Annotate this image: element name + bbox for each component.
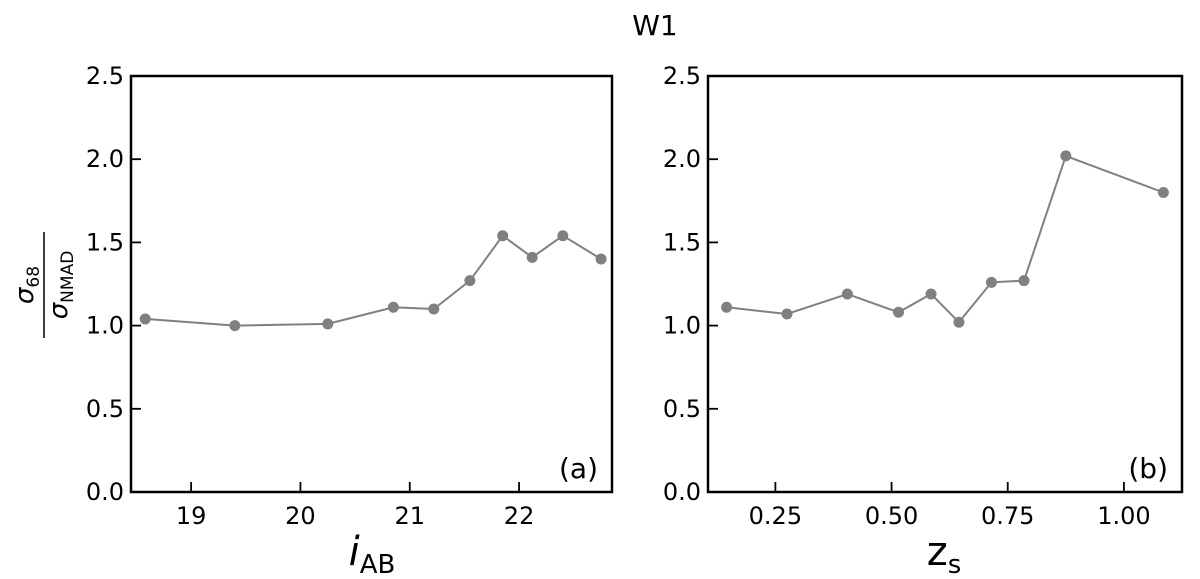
- data-point-b-8: [1060, 150, 1072, 162]
- y-axis-label: σ68 σNMAD: [10, 232, 78, 338]
- x-axis-label-b: zs: [927, 529, 962, 579]
- x-axis-label-a: iAB: [349, 529, 396, 579]
- svg-text:σ68: σ68: [10, 266, 44, 304]
- svg-text:σNMAD: σNMAD: [44, 251, 78, 320]
- x-tick-label-b-3: 1.00: [1097, 502, 1150, 530]
- y-tick-label-a-0: 0.0: [86, 478, 124, 506]
- data-point-b-0: [721, 301, 733, 313]
- panel-label-a: (a): [559, 452, 598, 485]
- x-label-b-sub: s: [948, 550, 962, 579]
- x-tick-label-a-2: 21: [394, 502, 425, 530]
- data-point-a-0: [139, 313, 151, 325]
- y-tick-label-a-5: 2.5: [86, 62, 124, 90]
- data-point-b-4: [925, 288, 937, 300]
- x-tick-label-b-2: 0.75: [981, 502, 1034, 530]
- y-tick-label-a-1: 0.5: [86, 395, 124, 423]
- data-point-a-6: [497, 230, 509, 242]
- x-tick-label-b-0: 0.25: [749, 502, 802, 530]
- data-point-b-6: [985, 276, 997, 288]
- data-point-b-1: [781, 308, 793, 320]
- figure-title: W1: [632, 9, 678, 42]
- series-line-b: [726, 154, 1164, 324]
- data-point-b-9: [1157, 186, 1169, 198]
- data-point-b-3: [893, 306, 905, 318]
- y-tick-label-b-0: 0.0: [663, 478, 701, 506]
- x-tick-label-a-3: 22: [504, 502, 535, 530]
- y-label-numerator: σ: [10, 286, 40, 304]
- data-point-b-7: [1018, 275, 1030, 287]
- panel-a: 0.0 0.5 1.0 1.5 2.0 2.5 19 20 21 22 (a): [86, 62, 614, 530]
- panel-b: 0.0 0.5 1.0 1.5 2.0 2.5 0.25 0.50 0.75 1.00 (b): [663, 62, 1184, 530]
- x-tick-label-a-0: 19: [176, 502, 207, 530]
- data-point-a-4: [428, 303, 440, 315]
- y-label-denominator: σ: [44, 301, 74, 319]
- data-point-a-5: [464, 275, 476, 287]
- y-tick-label-a-2: 1.0: [86, 312, 124, 340]
- data-point-a-1: [229, 320, 241, 332]
- y-tick-label-b-3: 1.5: [663, 228, 701, 256]
- y-tick-label-b-2: 1.0: [663, 312, 701, 340]
- x-label-a-main: i: [349, 529, 360, 575]
- y-tick-label-b-4: 2.0: [663, 145, 701, 173]
- x-label-b-main: z: [927, 529, 948, 575]
- axes-frame-b: [706, 74, 1184, 494]
- x-label-a-sub: AB: [360, 550, 396, 579]
- data-point-a-3: [387, 301, 399, 313]
- panel-label-b: (b): [1128, 452, 1168, 485]
- series-line-a: [145, 234, 602, 327]
- y-tick-label-b-1: 0.5: [663, 395, 701, 423]
- y-tick-label-b-5: 2.5: [663, 62, 701, 90]
- y-tick-label-a-4: 2.0: [86, 145, 124, 173]
- x-tick-label-b-1: 0.50: [865, 502, 918, 530]
- data-point-a-2: [322, 318, 334, 330]
- data-point-b-2: [841, 288, 853, 300]
- y-label-denominator-sub: NMAD: [58, 251, 78, 303]
- x-tick-label-a-1: 20: [285, 502, 316, 530]
- data-point-a-7: [526, 251, 538, 263]
- data-point-b-5: [953, 316, 965, 328]
- y-tick-label-a-3: 1.5: [86, 228, 124, 256]
- y-label-numerator-sub: 68: [24, 266, 44, 288]
- data-point-a-9: [595, 253, 607, 265]
- data-point-a-8: [557, 230, 569, 242]
- axes-frame-a: [129, 74, 614, 494]
